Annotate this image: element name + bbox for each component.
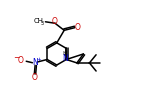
Text: 3: 3 (41, 21, 44, 26)
Text: CH: CH (34, 18, 44, 24)
Text: O: O (52, 17, 58, 26)
Text: O: O (31, 73, 37, 82)
Text: N: N (32, 58, 38, 67)
Text: −: − (13, 54, 19, 63)
Text: H: H (63, 51, 67, 56)
Text: +: + (36, 57, 41, 62)
Text: O: O (75, 23, 81, 32)
Text: O: O (18, 57, 24, 65)
Text: N: N (62, 54, 68, 63)
